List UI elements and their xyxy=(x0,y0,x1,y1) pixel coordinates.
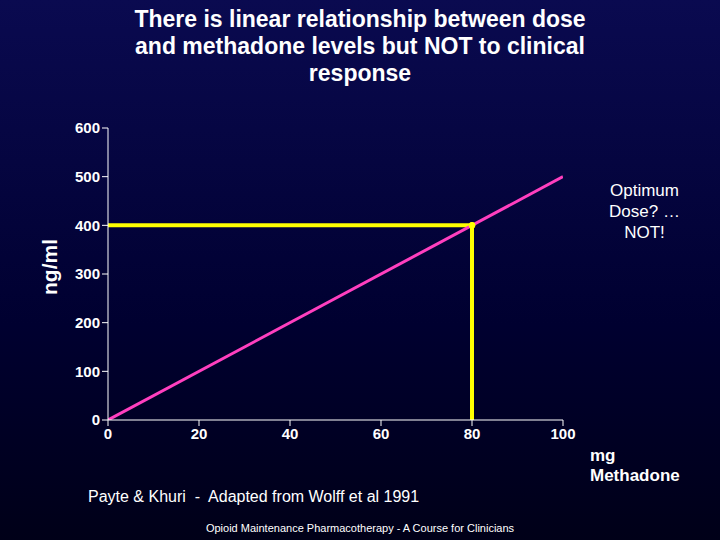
svg-text:100: 100 xyxy=(75,363,100,380)
html-text:Payte & Khuri - Adapted from W: Payte & Khuri - Adapted from Wolff et al… xyxy=(88,488,420,505)
svg-text:0: 0 xyxy=(92,411,100,428)
html-text:ng/ml: ng/ml xyxy=(38,239,61,295)
html-text:There is linear relationship b: There is linear relationship between dos… xyxy=(134,6,586,86)
svg-text:40: 40 xyxy=(282,425,299,442)
svg-text:60: 60 xyxy=(373,425,390,442)
svg-text:20: 20 xyxy=(191,425,208,442)
html-text:Optimum Dose? …NOT!: Optimum Dose? …NOT! xyxy=(609,181,680,242)
svg-text:600: 600 xyxy=(75,119,100,136)
html-text:Opioid Maintenance Pharmacothe: Opioid Maintenance Pharmacotherapy - A C… xyxy=(205,522,515,534)
svg-text:400: 400 xyxy=(75,217,100,234)
svg-text:300: 300 xyxy=(75,265,100,282)
svg-text:100: 100 xyxy=(550,425,575,442)
svg-text:80: 80 xyxy=(464,425,481,442)
svg-text:0: 0 xyxy=(104,425,112,442)
html-text:mg Methadone: mg Methadone xyxy=(590,446,680,485)
svg-text:500: 500 xyxy=(75,168,100,185)
svg-text:200: 200 xyxy=(75,314,100,331)
